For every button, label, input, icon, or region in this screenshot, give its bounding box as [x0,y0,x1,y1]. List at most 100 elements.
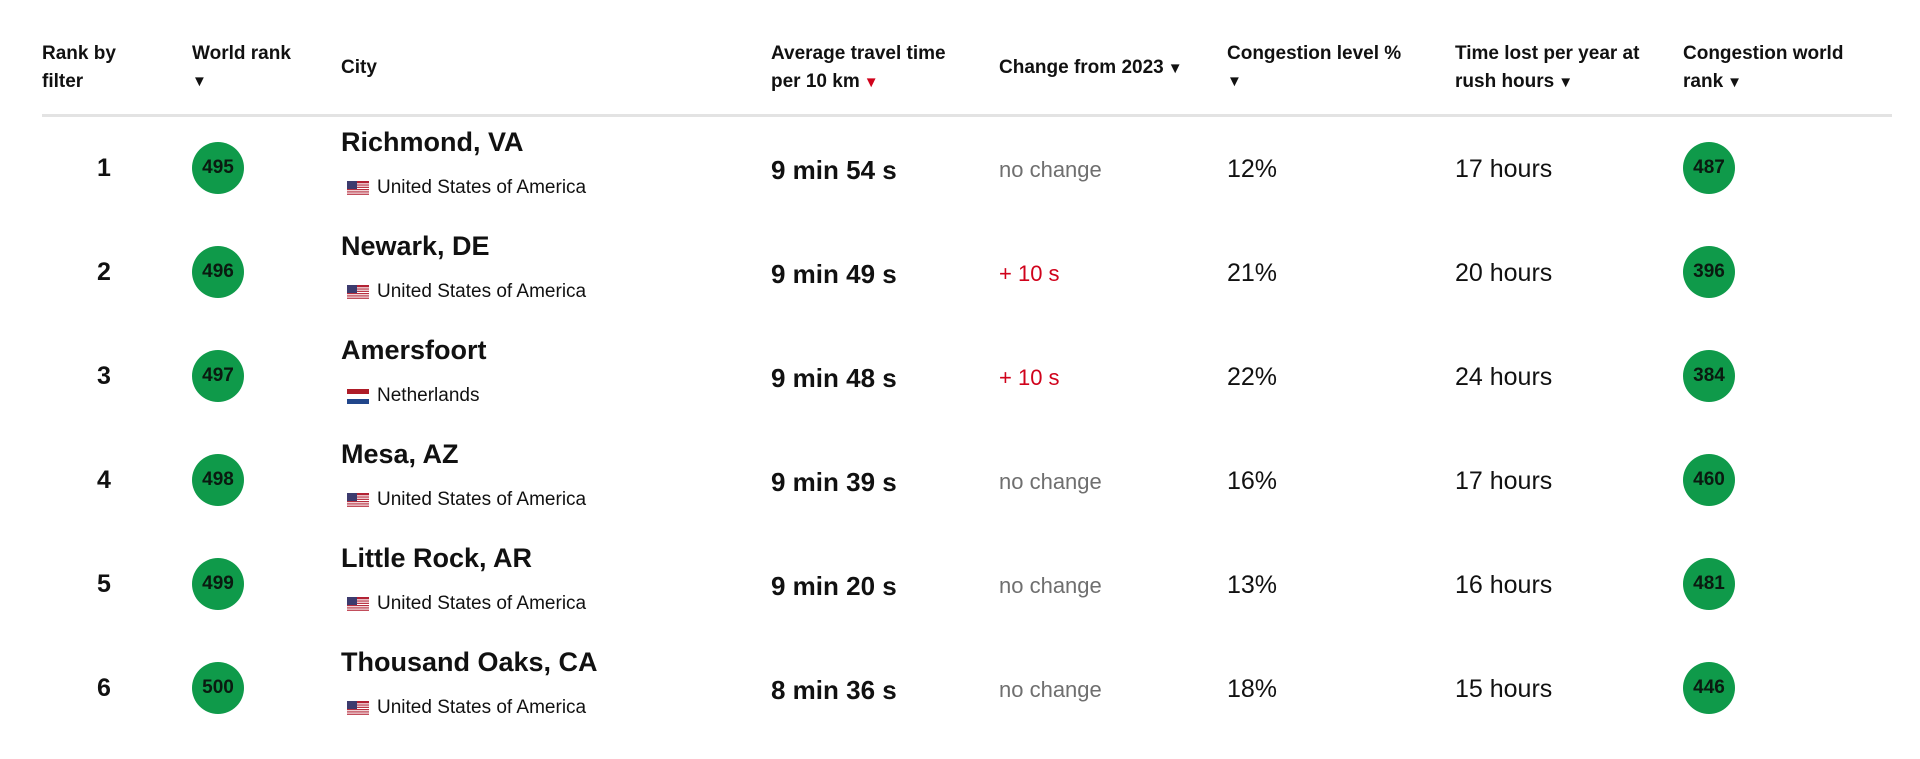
sort-arrow-icon: ▼ [1558,74,1574,91]
change-from-2023: no change [999,677,1102,702]
congestion-world-rank-badge: 446 [1683,662,1735,714]
header-average-travel-time[interactable]: Average travel time per 10 km ▼ [771,40,946,97]
country-name: United States of America [377,281,587,302]
rank-value: 4 [97,466,111,494]
header-label: Time lost per year at [1455,43,1640,64]
city-name[interactable]: Amersfoort [341,335,487,365]
average-travel-time: 8 min 36 s [771,675,897,705]
country-name: United States of America [377,177,587,198]
rank-value: 2 [97,258,111,286]
congestion-level: 13% [1227,571,1278,599]
city-name[interactable]: Little Rock, AR [341,543,533,573]
world-rank-badge: 496 [192,246,244,298]
time-lost-per-year: 17 hours [1455,467,1553,495]
header-city[interactable]: City [341,54,377,82]
congestion-level: 12% [1227,155,1278,183]
congestion-level: 16% [1227,467,1278,495]
header-change-from-2023[interactable]: Change from 2023 ▼ [999,54,1183,83]
header-rank-by-filter[interactable]: Rank by filter [42,40,116,96]
header-label: Congestion level % [1227,43,1402,64]
average-travel-time: 9 min 39 s [771,467,897,497]
country-name: United States of America [377,593,587,614]
time-lost-per-year: 24 hours [1455,363,1553,391]
us-flag-icon [347,284,369,300]
us-flag-icon [347,492,369,508]
congestion-world-rank-badge: 460 [1683,454,1735,506]
sort-active-arrow-icon: ▼ [863,74,879,91]
world-rank-badge: 500 [192,662,244,714]
country: United States of America [347,177,586,199]
congestion-world-rank-badge: 481 [1683,558,1735,610]
change-from-2023: + 10 s [999,365,1060,390]
city-name[interactable]: Thousand Oaks, CA [341,647,598,677]
header-label: World rank [192,43,291,64]
table-header: Rank by filter World rank ▼ City Average… [42,0,1892,117]
header-congestion-world-rank[interactable]: Congestion world rank ▼ [1683,40,1843,97]
header-label: per 10 km [771,71,860,92]
us-flag-icon [347,700,369,716]
header-label: rank [1683,71,1724,92]
country-name: United States of America [377,697,587,718]
world-rank-badge: 495 [192,142,244,194]
header-label: Change from 2023 [999,57,1164,78]
average-travel-time: 9 min 54 s [771,155,897,185]
time-lost-per-year: 15 hours [1455,675,1553,703]
header-label: City [341,57,377,78]
table-row[interactable]: 6 500 Thousand Oaks, CA United States of Am… [42,637,1892,741]
congestion-world-rank-badge: 487 [1683,142,1735,194]
congestion-level: 21% [1227,259,1278,287]
sort-arrow-icon: ▼ [1227,73,1242,90]
country-name: Netherlands [377,385,480,406]
country: United States of America [347,281,586,303]
world-rank-badge: 498 [192,454,244,506]
rank-value: 1 [97,154,111,182]
congestion-level: 18% [1227,675,1278,703]
header-label: Rank by [42,43,116,64]
nl-flag-icon [347,388,369,404]
header-world-rank[interactable]: World rank ▼ [192,40,291,96]
congestion-world-rank-badge: 384 [1683,350,1735,402]
us-flag-icon [347,596,369,612]
average-travel-time: 9 min 48 s [771,363,897,393]
header-label: filter [42,71,84,92]
sort-arrow-icon: ▼ [192,73,207,90]
time-lost-per-year: 16 hours [1455,571,1553,599]
congestion-level: 22% [1227,363,1278,391]
table-row[interactable]: 4 498 Mesa, AZ United States of America 9 mi… [42,429,1892,533]
time-lost-per-year: 17 hours [1455,155,1553,183]
change-from-2023: + 10 s [999,261,1060,286]
header-congestion-level[interactable]: Congestion level % ▼ [1227,40,1401,96]
table-row[interactable]: 1 495 Richmond, VA United States of America… [42,117,1892,221]
city-name[interactable]: Mesa, AZ [341,439,459,469]
sort-arrow-icon: ▼ [1167,60,1183,77]
world-rank-badge: 497 [192,350,244,402]
country-name: United States of America [377,489,587,510]
rank-value: 3 [97,362,111,390]
header-label: Average travel time [771,43,946,64]
header-time-lost[interactable]: Time lost per year at rush hours ▼ [1455,40,1639,97]
country: United States of America [347,489,586,511]
average-travel-time: 9 min 49 s [771,259,897,289]
change-from-2023: no change [999,157,1102,182]
country: United States of America [347,697,586,719]
rank-value: 5 [97,570,111,598]
rank-value: 6 [97,674,111,702]
header-label: rush hours [1455,71,1555,92]
city-name[interactable]: Richmond, VA [341,127,524,157]
world-rank-badge: 499 [192,558,244,610]
city-name[interactable]: Newark, DE [341,231,490,261]
time-lost-per-year: 20 hours [1455,259,1553,287]
ranking-table: Rank by filter World rank ▼ City Average… [42,0,1892,741]
header-label: Congestion world [1683,43,1844,64]
table-row[interactable]: 5 499 Little Rock, AR United States of Amer… [42,533,1892,637]
table-row[interactable]: 3 497 Amersfoort Netherlands 9 min 48 s + 10 … [42,325,1892,429]
change-from-2023: no change [999,573,1102,598]
country: United States of America [347,593,586,615]
country: Netherlands [347,385,479,407]
sort-arrow-icon: ▼ [1727,74,1742,91]
change-from-2023: no change [999,469,1102,494]
table-row[interactable]: 2 496 Newark, DE United States of America 9 … [42,221,1892,325]
average-travel-time: 9 min 20 s [771,571,897,601]
us-flag-icon [347,180,369,196]
congestion-world-rank-badge: 396 [1683,246,1735,298]
